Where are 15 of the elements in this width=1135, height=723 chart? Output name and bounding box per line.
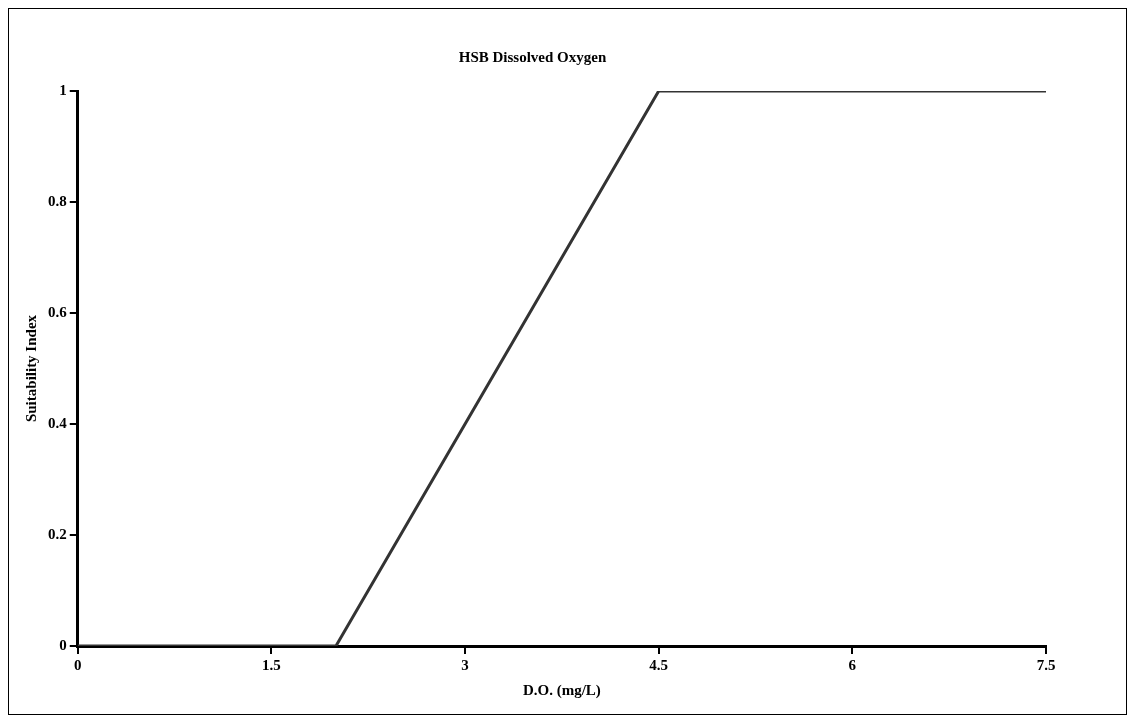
y-tick-label: 0.4	[48, 414, 68, 431]
y-axis-title: Suitability Index	[22, 314, 39, 423]
x-tick-label: 4.5	[649, 656, 669, 673]
x-tick-label: 1.5	[262, 656, 281, 673]
x-tick-label: 7.5	[1036, 656, 1056, 673]
x-tick-label: 3	[461, 656, 469, 673]
y-tick-label: 0	[59, 636, 67, 653]
x-tick-label: 6	[848, 656, 857, 673]
x-tick-label: 0	[74, 656, 82, 673]
y-tick-label: 0.6	[48, 303, 68, 320]
y-tick-label: 0.8	[48, 192, 67, 209]
y-tick-label: 1	[59, 81, 67, 98]
y-tick-label: 0.2	[48, 525, 67, 542]
x-axis-title: D.O. (mg/L)	[522, 681, 601, 699]
chart-title: HSB Dissolved Oxygen	[458, 48, 607, 65]
